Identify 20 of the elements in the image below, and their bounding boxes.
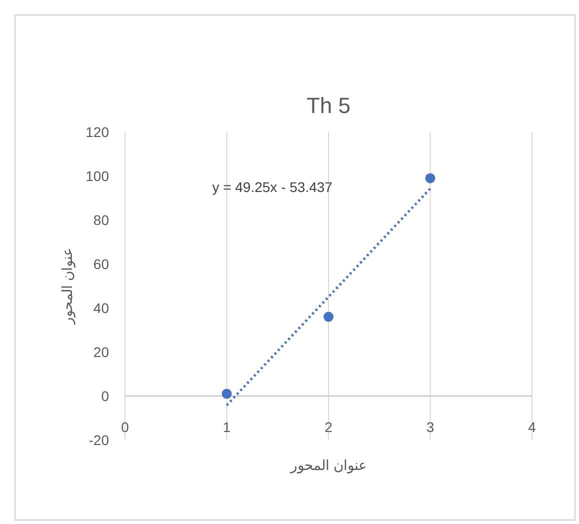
y-tick-label: 120 — [86, 124, 110, 140]
chart-title: Th 5 — [306, 93, 351, 118]
y-tick-label: 40 — [93, 300, 110, 316]
y-tick-label: 0 — [101, 388, 110, 404]
x-tick-label: 1 — [222, 419, 231, 435]
x-tick-label: 2 — [324, 419, 333, 435]
y-tick-label: 60 — [93, 256, 110, 272]
x-axis-title: عنوان المحور — [290, 457, 366, 474]
x-tick-label: 4 — [528, 419, 536, 435]
point — [425, 173, 436, 184]
x-tick-label: 0 — [121, 419, 130, 435]
y-axis-title: عنوان المحور — [59, 248, 76, 325]
point — [324, 312, 334, 322]
y-tick-label: 100 — [86, 168, 110, 184]
annotation: y = 49.25x - 53.437 — [212, 179, 333, 195]
x-tick-label: 3 — [426, 419, 434, 435]
y-tick-label: 80 — [93, 212, 110, 228]
y-tick-label: 20 — [93, 344, 110, 360]
y-tick-label: -20 — [88, 432, 110, 448]
point — [222, 388, 232, 399]
